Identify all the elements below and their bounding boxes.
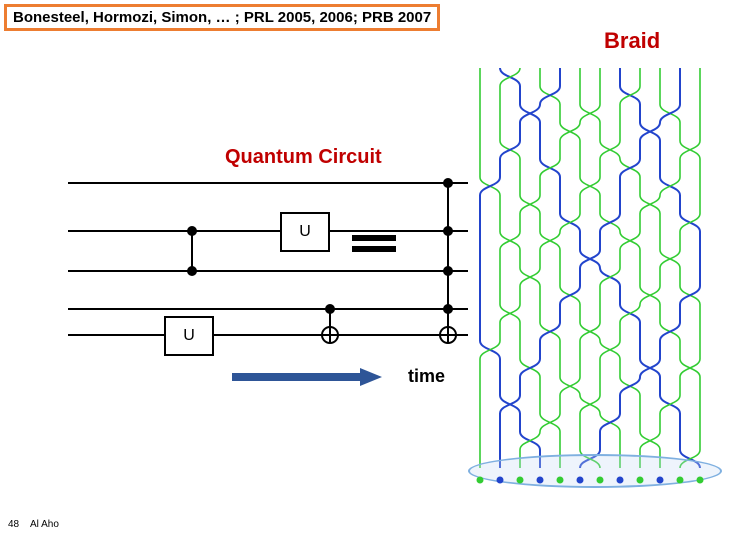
braid-enddot [537,477,544,484]
control-dot [187,226,197,236]
slide-number: 48 [8,519,19,530]
gate-u-lower: U [164,316,214,356]
braid-strand [520,68,700,468]
time-arrow-icon [232,370,382,384]
circuit-wire [68,334,468,336]
braid-strand [500,68,680,468]
braid-enddot [637,477,644,484]
braid-enddot [497,477,504,484]
braid-enddot [657,477,664,484]
circuit-wire [68,308,468,310]
braid-enddot [477,477,484,484]
equals-icon [352,230,396,257]
braid-enddot [557,477,564,484]
control-dot [443,304,453,314]
braid-enddot [677,477,684,484]
circuit-wire [68,270,468,272]
target-oplus [439,326,457,344]
circuit-wire [68,182,468,184]
braid-enddot [697,477,704,484]
quantum-circuit-diagram: UU [68,170,468,350]
gate-u-upper: U [280,212,330,252]
braid-enddot [597,477,604,484]
circuit-wire [68,230,468,232]
target-oplus [321,326,339,344]
control-dot [443,178,453,188]
braid-enddot [577,477,584,484]
citation-box: Bonesteel, Hormozi, Simon, … ; PRL 2005,… [4,4,440,31]
braid-title: Braid [604,28,660,54]
control-dot [325,304,335,314]
control-dot [443,266,453,276]
quantum-circuit-title: Quantum Circuit [225,146,382,169]
control-line [191,230,193,270]
control-dot [187,266,197,276]
time-label: time [408,366,445,387]
footer-author: Al Aho [30,519,59,530]
braid-enddot [517,477,524,484]
braid-diagram [468,64,718,494]
braid-enddot [617,477,624,484]
braid-base-ellipse [468,454,722,488]
control-dot [443,226,453,236]
